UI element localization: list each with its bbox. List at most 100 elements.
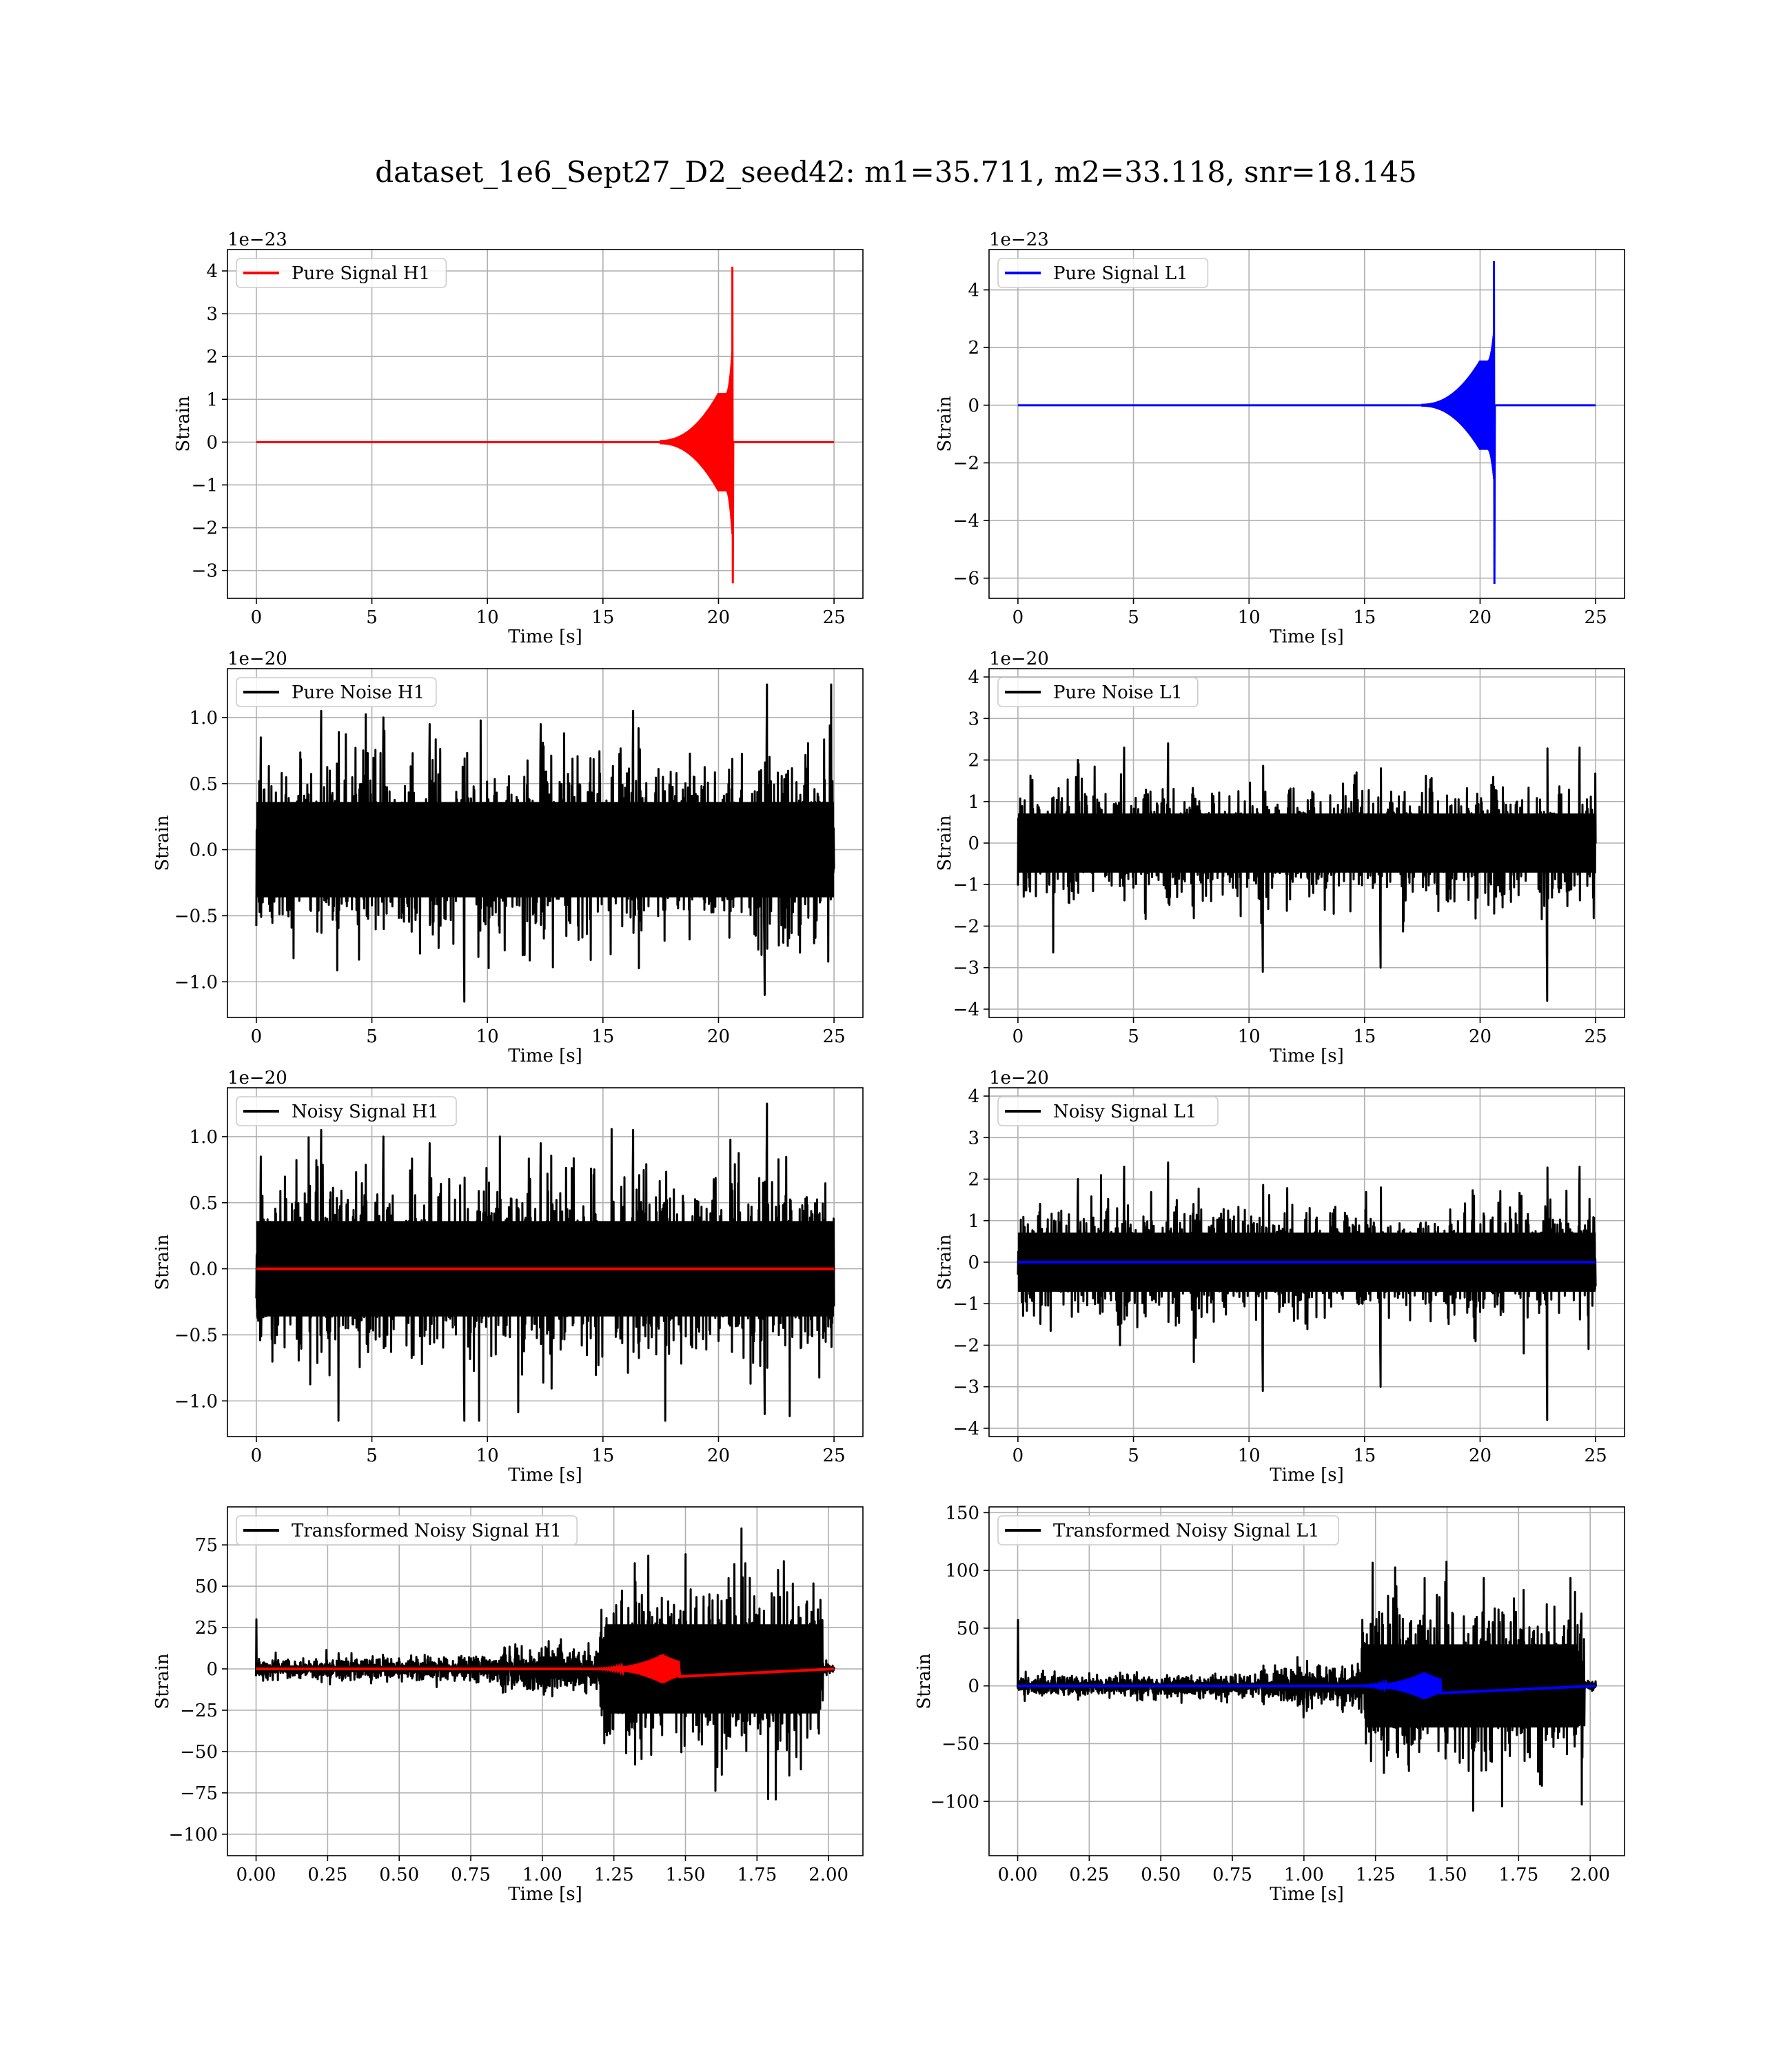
x-tick-label: 5: [1128, 607, 1139, 628]
axes-frame: [227, 1506, 864, 1856]
y-tick-label: −2: [192, 518, 218, 539]
x-tick-label: 1.25: [594, 1865, 634, 1885]
x-axis-label: Time [s]: [1270, 627, 1344, 647]
legend-label: Pure Signal L1: [1053, 263, 1188, 284]
x-tick-label: 5: [366, 607, 378, 628]
offset-text: 1e−20: [227, 1068, 287, 1088]
x-tick-label: 25: [823, 1026, 846, 1047]
legend-label: Noisy Signal H1: [292, 1102, 439, 1122]
x-tick-label: 25: [1585, 1446, 1607, 1466]
panel-row1-right: 0 5 10 15 20 25 −6 −4 −2 0 2 4 Time [s] Strain 1e−23Pu…: [935, 230, 1625, 647]
y-axis-label: Strain: [152, 1234, 173, 1290]
y-tick-label: 0.0: [190, 840, 218, 861]
y-tick-label: 1.0: [190, 1127, 218, 1148]
y-tick-label: 0: [206, 432, 218, 453]
y-tick-label: 1: [968, 792, 979, 813]
x-tick-label: 0.50: [379, 1865, 419, 1885]
y-tick-label: −4: [953, 511, 979, 531]
x-tick-label: 0.25: [1069, 1865, 1109, 1885]
x-tick-label: 1.50: [666, 1865, 706, 1885]
y-axis-label: Strain: [152, 815, 173, 871]
y-tick-label: −75: [180, 1783, 218, 1804]
x-tick-label: 10: [1238, 1446, 1261, 1466]
legend-label: Pure Noise L1: [1053, 682, 1183, 703]
x-tick-label: 5: [366, 1446, 378, 1466]
series-pure-noise-l1-core: [1017, 813, 1596, 873]
y-axis-label: Strain: [152, 1653, 173, 1710]
plot-area: [1017, 1161, 1597, 1421]
y-tick-label: 50: [957, 1619, 979, 1639]
y-tick-label: 3: [968, 709, 979, 729]
x-axis-label: Time [s]: [508, 627, 582, 647]
y-tick-label: −1: [192, 475, 218, 496]
plot-area: [255, 683, 835, 1003]
legend-label: Pure Signal H1: [292, 263, 430, 284]
y-tick-label: 3: [206, 304, 218, 325]
x-tick-label: 10: [476, 607, 499, 628]
x-tick-label: 1.75: [737, 1865, 777, 1885]
x-tick-label: 15: [1353, 607, 1376, 628]
x-tick-label: 20: [707, 607, 730, 628]
y-tick-label: 4: [968, 281, 979, 301]
y-tick-label: 1: [968, 1211, 979, 1232]
y-tick-label: 25: [195, 1618, 218, 1639]
series-pure-signal-l1: [1017, 261, 1596, 585]
y-axis-label: Strain: [935, 396, 955, 452]
y-tick-label: 0: [968, 396, 979, 416]
y-tick-label: −1: [953, 1294, 979, 1315]
y-tick-label: −2: [953, 1335, 979, 1356]
y-tick-label: −100: [169, 1825, 218, 1845]
y-tick-label: 0: [968, 833, 979, 854]
axes-frame: [227, 668, 864, 1018]
panel-row4-left: 0.00 0.25 0.50 0.75 1.00 1.25 1.50 1.75 2.00 −100…: [152, 1506, 864, 1905]
y-tick-label: −1: [953, 875, 979, 895]
x-axis-label: Time [s]: [1270, 1884, 1344, 1905]
x-tick-label: 20: [1469, 607, 1491, 628]
y-tick-label: 3: [968, 1128, 979, 1148]
y-tick-label: −3: [192, 561, 218, 582]
y-tick-label: −2: [953, 453, 979, 474]
legend-box: [997, 677, 1199, 707]
legend-label: Noisy Signal L1: [1053, 1102, 1197, 1122]
y-tick-label: −3: [953, 958, 979, 979]
x-tick-label: 0: [1012, 1026, 1024, 1047]
x-tick-label: 5: [366, 1026, 378, 1047]
x-axis-label: Time [s]: [508, 1465, 582, 1486]
panel-row3-right: 0 5 10 15 20 25 −4 −3 −2 −1 0 1 2 3 4 Time [s] Strain 1e−…: [935, 1068, 1625, 1486]
y-axis-label: Strain: [173, 396, 194, 452]
x-tick-label: 25: [1585, 1026, 1607, 1047]
y-axis-label: Strain: [935, 815, 955, 871]
x-tick-label: 1.50: [1427, 1865, 1467, 1885]
y-tick-label: 75: [195, 1535, 218, 1556]
x-tick-label: 25: [1585, 607, 1607, 628]
legend-label: Transformed Noisy Signal L1: [1053, 1521, 1319, 1541]
x-tick-label: 15: [591, 607, 614, 628]
x-tick-label: 10: [1238, 607, 1261, 628]
y-tick-label: −50: [941, 1734, 979, 1754]
y-tick-label: −0.5: [174, 1325, 218, 1346]
y-tick-label: −4: [953, 1419, 979, 1439]
y-tick-label: −3: [953, 1377, 979, 1398]
x-tick-label: 0.00: [998, 1865, 1038, 1885]
y-tick-label: 2: [968, 751, 979, 771]
legend-box: [236, 677, 437, 707]
plot-area: [255, 1527, 835, 1801]
x-tick-label: 1.75: [1498, 1865, 1538, 1885]
axes-frame: [988, 249, 1625, 599]
axes-frame: [227, 249, 864, 599]
panel-row2-left: 0 5 10 15 20 25 −1.0 −0.5 0.0 0.5 1.0 Time [s] Strai…: [152, 649, 864, 1066]
y-tick-label: −2: [953, 916, 979, 937]
x-tick-label: 20: [1469, 1446, 1491, 1466]
x-tick-label: 0.75: [1212, 1865, 1252, 1885]
x-tick-label: 0.25: [307, 1865, 347, 1885]
legend-label: Pure Noise H1: [292, 682, 425, 703]
axes-frame: [227, 1087, 864, 1437]
x-tick-label: 1.00: [522, 1865, 562, 1885]
x-tick-label: 0: [251, 1026, 263, 1047]
y-tick-label: 50: [195, 1577, 218, 1597]
series-overlay-1: [1017, 1672, 1596, 1700]
panel-row4-right: 0.00 0.25 0.50 0.75 1.00 1.25 1.50 1.75 2.00 −100…: [914, 1503, 1625, 1905]
x-axis-label: Time [s]: [1270, 1046, 1344, 1066]
y-tick-label: 0.5: [190, 774, 218, 795]
